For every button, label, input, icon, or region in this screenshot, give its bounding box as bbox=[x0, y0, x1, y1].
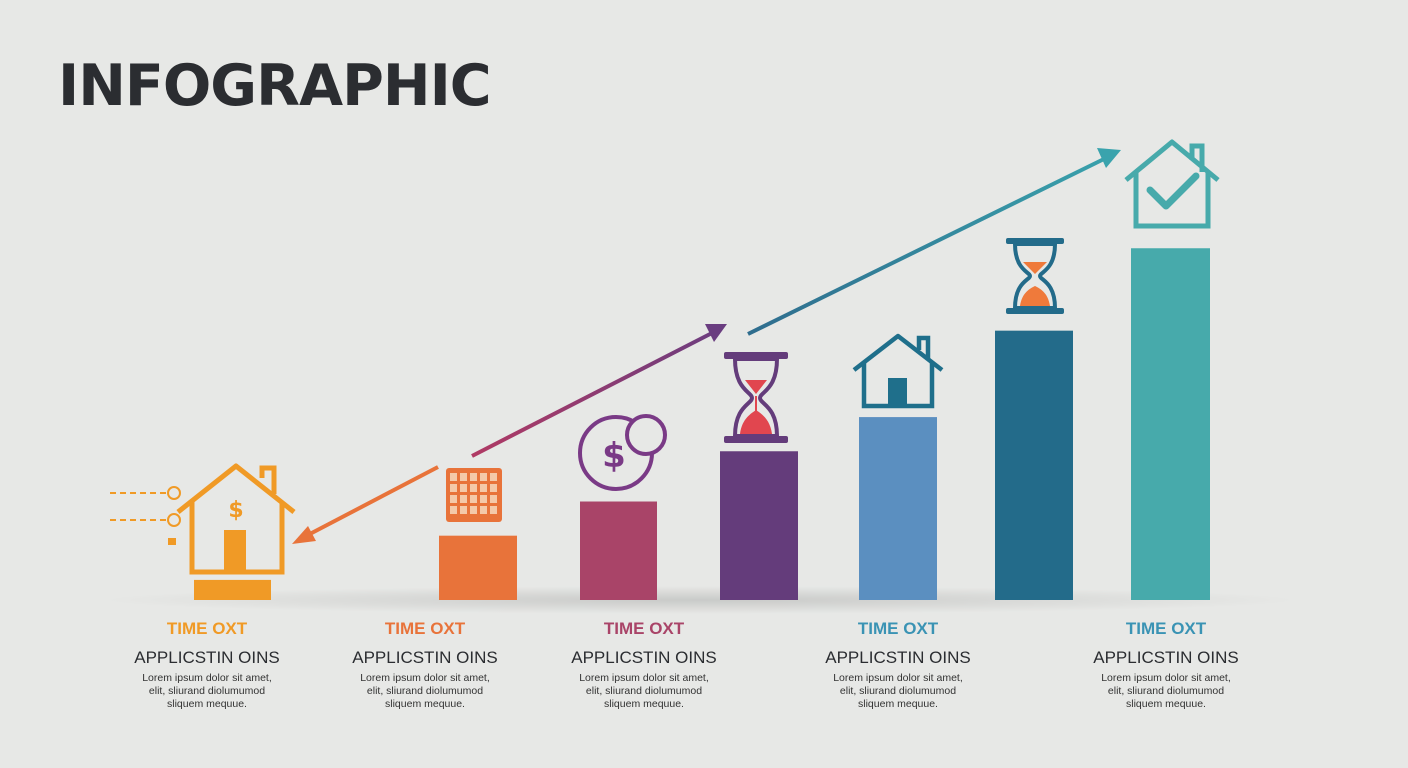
bar-step-1 bbox=[194, 579, 271, 600]
house-dollar-icon: $ bbox=[110, 463, 296, 575]
calendar-cell bbox=[460, 473, 467, 481]
step-subtitle: APPLICSTIN OINS bbox=[134, 648, 280, 667]
svg-text:$: $ bbox=[228, 498, 243, 523]
calendar-cell bbox=[490, 506, 497, 514]
calendar-cell bbox=[450, 484, 457, 492]
calendar-cell bbox=[490, 495, 497, 503]
step-heading: TIME OXT bbox=[1125, 619, 1207, 638]
arrow-growth-right bbox=[747, 148, 1121, 336]
bar-step-4 bbox=[720, 451, 798, 600]
arrow-to-start bbox=[292, 465, 439, 544]
hourglass-icon bbox=[724, 352, 788, 443]
bar-step-7 bbox=[1131, 248, 1210, 600]
step-body: Lorem ipsum dolor sit amet, elit, sliura… bbox=[833, 672, 963, 710]
ground-shadow bbox=[100, 586, 1300, 614]
calendar-cell bbox=[470, 495, 477, 503]
bar-step-5 bbox=[859, 417, 937, 600]
step-subtitle: APPLICSTIN OINS bbox=[571, 648, 717, 667]
hourglass-icon bbox=[1006, 238, 1064, 314]
step-subtitle: APPLICSTIN OINS bbox=[1093, 648, 1239, 667]
calendar-cell bbox=[470, 473, 477, 481]
step-caption-5: TIME OXT APPLICSTIN OINS Lorem ipsum dol… bbox=[1066, 620, 1266, 711]
calendar-cell bbox=[450, 473, 457, 481]
calendar-cell bbox=[480, 484, 487, 492]
calendar-cell bbox=[450, 495, 457, 503]
calendar-cell bbox=[480, 506, 487, 514]
calendar-cell bbox=[480, 473, 487, 481]
step-caption-1: TIME OXT APPLICSTIN OINS Lorem ipsum dol… bbox=[107, 620, 307, 711]
svg-text:$: $ bbox=[602, 436, 626, 476]
house-icon bbox=[852, 333, 944, 409]
step-caption-2: TIME OXT APPLICSTIN OINS Lorem ipsum dol… bbox=[325, 620, 525, 711]
calendar-cell bbox=[490, 473, 497, 481]
step-body: Lorem ipsum dolor sit amet, elit, sliura… bbox=[579, 672, 709, 710]
dollar-coin-icon: $ bbox=[578, 414, 667, 491]
step-subtitle: APPLICSTIN OINS bbox=[352, 648, 498, 667]
calendar-cell bbox=[490, 484, 497, 492]
step-heading: TIME OXT bbox=[166, 619, 248, 638]
arrow-growth-mid bbox=[471, 324, 727, 458]
bar-step-6 bbox=[995, 330, 1073, 600]
step-body: Lorem ipsum dolor sit amet, elit, sliura… bbox=[142, 672, 272, 710]
step-body: Lorem ipsum dolor sit amet, elit, sliura… bbox=[360, 672, 490, 710]
step-body: Lorem ipsum dolor sit amet, elit, sliura… bbox=[1101, 672, 1231, 710]
bar-step-2 bbox=[439, 535, 517, 600]
step-heading: TIME OXT bbox=[384, 619, 466, 638]
step-caption-3: TIME OXT APPLICSTIN OINS Lorem ipsum dol… bbox=[544, 620, 744, 711]
step-heading: TIME OXT bbox=[603, 619, 685, 638]
calendar-cell bbox=[460, 484, 467, 492]
step-subtitle: APPLICSTIN OINS bbox=[825, 648, 971, 667]
house-check-icon bbox=[1124, 139, 1220, 229]
calendar-cell bbox=[450, 506, 457, 514]
page-title: INFOGRAPHIC bbox=[58, 53, 492, 119]
step-heading: TIME OXT bbox=[857, 619, 939, 638]
calendar-cell bbox=[460, 495, 467, 503]
calendar-cell bbox=[470, 484, 477, 492]
bar-step-3 bbox=[580, 501, 657, 600]
calendar-cell bbox=[480, 495, 487, 503]
calendar-cell bbox=[470, 506, 477, 514]
calendar-icon bbox=[446, 468, 502, 522]
step-caption-4: TIME OXT APPLICSTIN OINS Lorem ipsum dol… bbox=[798, 620, 998, 711]
calendar-cell bbox=[460, 506, 467, 514]
